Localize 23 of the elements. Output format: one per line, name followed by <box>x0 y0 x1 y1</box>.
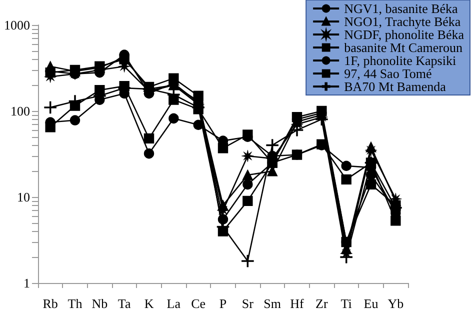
legend-label: 1F, phonolite Kapsiki <box>344 53 456 68</box>
x-tick-label: Ta <box>118 296 131 311</box>
x-tick-label: Hf <box>290 296 305 311</box>
x-tick-label: Rb <box>42 296 58 311</box>
x-tick-label: Th <box>68 296 83 311</box>
x-tick-label: Sm <box>264 296 282 311</box>
legend-label: BA70 Mt Bamenda <box>344 79 446 94</box>
y-tick-label: 100 <box>10 104 30 118</box>
x-tick-label: Sr <box>242 296 254 311</box>
x-tick-label: P <box>219 296 227 311</box>
y-tick-label: 1000 <box>4 18 30 32</box>
legend-label: NGV1, basanite Béka <box>344 1 458 16</box>
x-tick-label: Yb <box>388 296 404 311</box>
y-tick-label: 1 <box>24 276 30 290</box>
legend-label: NGO1, Trachyte Béka <box>344 14 461 29</box>
x-tick-label: K <box>144 296 154 311</box>
x-tick-label: Zr <box>316 296 328 311</box>
x-tick-label: Ce <box>191 296 206 311</box>
x-tick-label: La <box>166 296 181 311</box>
x-tick-label: Ti <box>340 296 352 311</box>
x-tick-label: Eu <box>364 296 379 311</box>
y-tick-label: 10 <box>17 190 30 204</box>
x-tick-label: Nb <box>92 296 108 311</box>
